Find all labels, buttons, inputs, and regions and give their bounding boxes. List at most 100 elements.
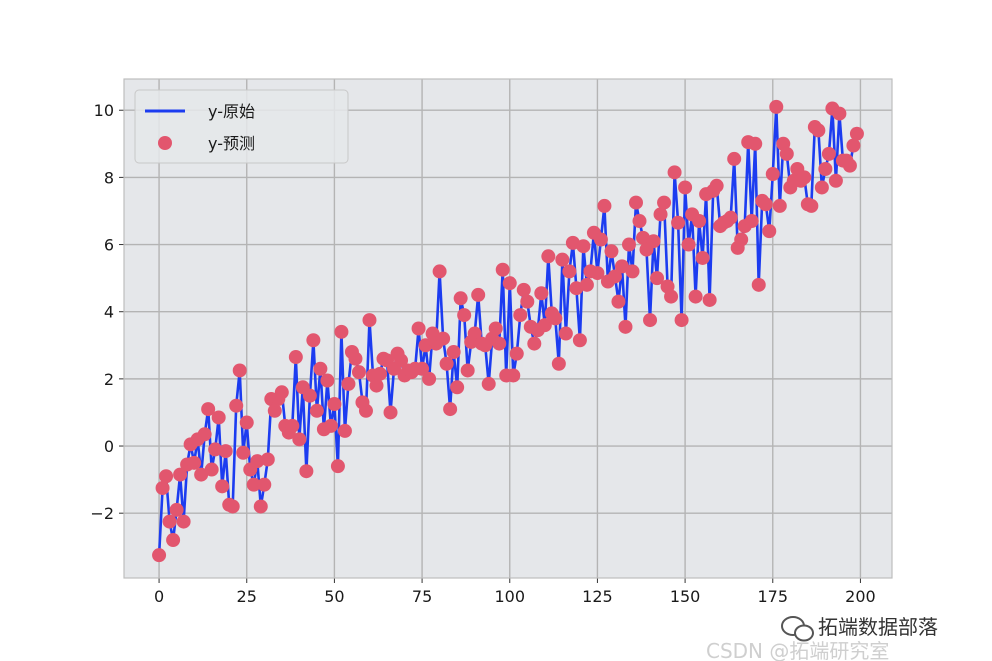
point-y-predicted: [846, 138, 861, 153]
point-y-predicted: [509, 346, 524, 361]
point-y-predicted: [460, 363, 475, 378]
y-tick-label: −2: [90, 504, 114, 523]
point-y-predicted: [748, 136, 763, 151]
point-y-predicted: [373, 366, 387, 381]
point-y-predicted: [176, 514, 191, 529]
point-y-predicted: [348, 351, 363, 366]
point-y-predicted: [681, 237, 696, 252]
point-y-predicted: [821, 146, 836, 161]
point-y-predicted: [201, 402, 216, 417]
point-y-predicted: [744, 214, 759, 229]
y-tick-label: 10: [94, 101, 114, 120]
point-y-predicted: [330, 459, 345, 474]
point-y-predicted: [709, 178, 724, 193]
point-y-predicted: [551, 356, 566, 371]
point-y-predicted: [211, 410, 226, 425]
point-y-predicted: [488, 321, 503, 336]
point-y-predicted: [692, 214, 707, 229]
point-y-predicted: [636, 230, 651, 245]
point-y-predicted: [562, 264, 577, 279]
point-y-predicted: [751, 277, 766, 292]
point-y-predicted: [614, 259, 629, 274]
point-y-predicted: [267, 403, 282, 418]
point-y-predicted: [250, 454, 265, 469]
point-y-predicted: [274, 385, 289, 400]
point-y-predicted: [667, 165, 682, 180]
point-y-predicted: [162, 514, 177, 529]
point-y-predicted: [306, 333, 321, 348]
wechat-icon: [781, 616, 814, 642]
point-y-predicted: [688, 289, 703, 304]
point-y-predicted: [495, 262, 510, 277]
point-y-predicted: [471, 287, 486, 302]
point-y-predicted: [646, 234, 661, 249]
point-y-predicted: [232, 363, 247, 378]
point-y-predicted: [513, 308, 528, 323]
point-y-predicted: [727, 151, 742, 166]
point-y-predicted: [313, 361, 328, 376]
point-y-predicted: [285, 418, 300, 433]
point-y-predicted: [457, 308, 472, 323]
y-tick-label: 4: [104, 303, 114, 322]
point-y-predicted: [481, 376, 496, 391]
point-y-predicted: [520, 294, 535, 309]
point-y-predicted: [418, 338, 433, 353]
point-y-predicted: [814, 180, 829, 195]
point-y-predicted: [569, 281, 584, 296]
point-y-predicted: [362, 313, 377, 328]
point-y-predicted: [527, 336, 542, 351]
point-y-predicted: [253, 499, 268, 514]
point-y-predicted: [453, 291, 468, 306]
x-tick-label: 25: [237, 587, 257, 606]
point-y-predicted: [155, 481, 170, 496]
legend-box: [134, 89, 349, 164]
point-y-predicted: [225, 499, 240, 514]
point-y-predicted: [618, 319, 633, 334]
point-y-predicted: [422, 371, 437, 386]
point-y-predicted: [572, 333, 587, 348]
point-y-predicted: [292, 432, 307, 447]
point-y-predicted: [607, 269, 622, 284]
point-y-predicted: [604, 244, 619, 259]
point-y-predicted: [288, 350, 303, 365]
point-y-predicted: [625, 264, 640, 279]
point-y-predicted: [159, 469, 174, 484]
point-y-predicted: [436, 331, 451, 346]
point-y-predicted: [758, 197, 773, 212]
x-tick-label: 50: [324, 587, 344, 606]
point-y-predicted: [555, 252, 570, 267]
point-y-predicted: [849, 126, 864, 141]
point-y-predicted: [611, 294, 626, 309]
point-y-predicted: [218, 444, 233, 459]
point-y-predicted: [576, 239, 591, 254]
point-y-predicted: [558, 326, 573, 341]
x-tick-label: 75: [412, 587, 432, 606]
point-y-predicted: [632, 214, 647, 229]
point-y-predicted: [537, 318, 552, 333]
point-y-predicted: [765, 167, 780, 182]
point-y-predicted: [548, 311, 563, 326]
point-y-predicted: [593, 232, 608, 247]
point-y-predicted: [597, 198, 612, 213]
point-y-predicted: [621, 237, 636, 252]
y-tick-label: 8: [104, 168, 114, 187]
point-y-predicted: [769, 99, 784, 114]
y-tick-label: 6: [104, 236, 114, 255]
x-tick-label: 0: [154, 587, 164, 606]
legend-label-original: y-原始: [208, 102, 255, 121]
point-y-predicted: [678, 180, 693, 195]
point-y-predicted: [653, 207, 668, 222]
point-y-predicted: [337, 423, 352, 438]
point-y-predicted: [327, 397, 342, 412]
point-y-predicted: [415, 361, 430, 376]
point-y-predicted: [772, 198, 787, 213]
point-y-predicted: [762, 224, 777, 239]
point-y-predicted: [723, 210, 738, 225]
point-y-predicted: [565, 235, 580, 250]
point-y-predicted: [215, 479, 230, 494]
legend-marker-swatch: [158, 136, 172, 150]
point-y-predicted: [411, 321, 426, 336]
point-y-predicted: [152, 548, 167, 563]
x-axis: 0 25 50 75 100 125 150 175 200: [154, 578, 876, 606]
